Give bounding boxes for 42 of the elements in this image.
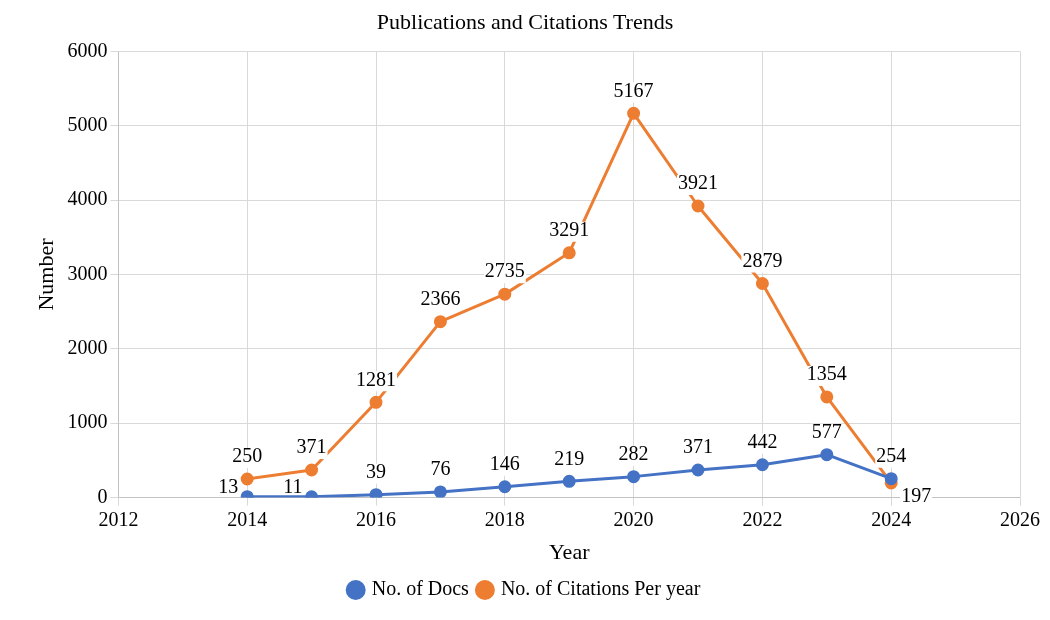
y-tick-label: 0 bbox=[97, 484, 108, 507]
data-label: 11 bbox=[283, 475, 303, 498]
data-label: 13 bbox=[218, 474, 239, 497]
data-label: 577 bbox=[811, 419, 842, 442]
data-label: 282 bbox=[618, 441, 649, 464]
legend-label: No. of Citations Per year bbox=[500, 577, 701, 601]
y-axis-title: Number bbox=[32, 237, 58, 311]
x-tick-label: 2020 bbox=[613, 507, 654, 530]
x-tick-label: 2024 bbox=[871, 507, 912, 530]
data-label: 3291 bbox=[549, 218, 590, 241]
y-tick-label: 3000 bbox=[67, 261, 108, 284]
x-tick-label: 2014 bbox=[227, 507, 268, 530]
data-label: 442 bbox=[747, 429, 778, 452]
data-label: 254 bbox=[876, 443, 907, 466]
legend-label: No. of Docs bbox=[371, 577, 470, 600]
data-label: 76 bbox=[430, 457, 451, 480]
y-tick-label: 5000 bbox=[67, 113, 108, 136]
data-label: 1281 bbox=[356, 367, 396, 390]
data-label: 3921 bbox=[678, 171, 718, 194]
data-label: 197 bbox=[901, 484, 932, 507]
y-tick-label: 6000 bbox=[67, 38, 108, 61]
y-tick-label: 4000 bbox=[67, 187, 108, 210]
x-tick-label: 2018 bbox=[484, 507, 525, 530]
data-label: 371 bbox=[296, 435, 327, 458]
x-tick-label: 2026 bbox=[1000, 507, 1040, 530]
data-label: 39 bbox=[366, 459, 386, 482]
x-tick-label: 2012 bbox=[98, 507, 139, 530]
data-label: 2879 bbox=[742, 248, 783, 271]
data-label: 2735 bbox=[484, 259, 525, 282]
data-label: 371 bbox=[683, 435, 713, 458]
data-label: 146 bbox=[489, 451, 520, 474]
chart-title: Publications and Citations Trends bbox=[376, 8, 674, 34]
x-tick-label: 2022 bbox=[742, 507, 783, 530]
x-axis-title: Year bbox=[548, 538, 591, 564]
data-label: 1354 bbox=[806, 362, 847, 385]
x-tick-label: 2016 bbox=[356, 507, 396, 530]
data-label: 2366 bbox=[420, 286, 461, 309]
data-label: 250 bbox=[232, 444, 263, 467]
data-label: 5167 bbox=[613, 78, 654, 101]
y-tick-label: 1000 bbox=[67, 410, 108, 433]
y-tick-label: 2000 bbox=[67, 336, 108, 359]
data-label: 219 bbox=[554, 446, 585, 469]
